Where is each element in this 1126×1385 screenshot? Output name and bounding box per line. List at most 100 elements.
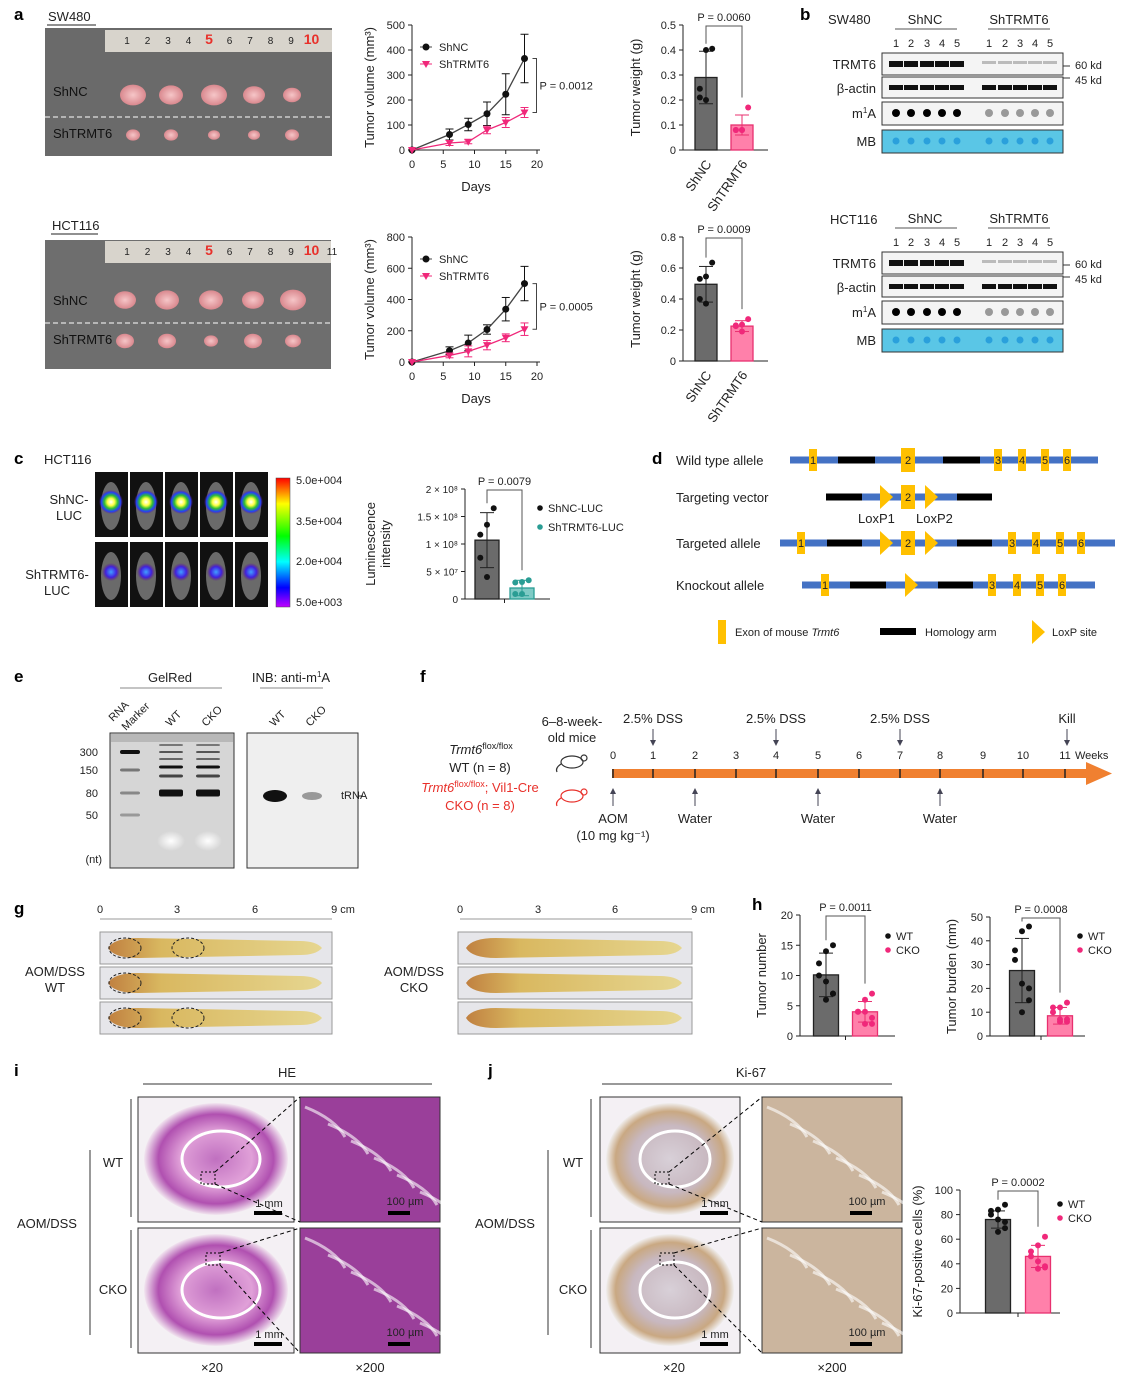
tumor-circle xyxy=(171,1007,205,1029)
y-tick-label: 100 xyxy=(935,1185,953,1197)
legend-marker xyxy=(1077,933,1083,939)
luminescence-signal xyxy=(134,490,158,514)
legend-label: WT xyxy=(1088,931,1105,943)
data-point xyxy=(512,579,519,586)
bioluminescence-images: HCT116 ShNC- LUC ShTRMT6- LUC 5.0e+004 3… xyxy=(25,452,342,609)
blot-band xyxy=(950,284,964,289)
panel-label-f: f xyxy=(420,667,426,686)
loxp1-label: LoxP1 xyxy=(858,511,895,526)
exon xyxy=(1018,449,1026,471)
luminescence-signal xyxy=(242,563,260,581)
row-label-m1a: m1A xyxy=(852,305,876,320)
dot-blot-spot xyxy=(892,137,900,145)
week-label: 1 xyxy=(650,750,656,762)
cko-trna-band xyxy=(302,792,322,800)
tumor-shnc xyxy=(120,84,146,106)
data-point xyxy=(696,296,703,302)
significance-bracket xyxy=(486,489,523,571)
data-point xyxy=(477,554,484,561)
rna-band xyxy=(196,744,220,746)
y-tick-label: 100 xyxy=(387,120,405,132)
luminescence-signal xyxy=(102,563,120,581)
y-axis-label: Luminescenceintensity xyxy=(363,502,393,586)
data-point xyxy=(816,960,822,967)
significance-bracket xyxy=(1021,917,1061,993)
wt-trna-band xyxy=(263,790,287,802)
data-point xyxy=(1026,923,1032,930)
blot-strip xyxy=(881,275,1064,298)
arrowhead xyxy=(937,788,943,794)
lane-number: 3 xyxy=(924,237,930,249)
group-shnc: ShNC xyxy=(908,12,943,27)
data-point xyxy=(1035,1242,1041,1249)
lane-number: 3 xyxy=(1017,38,1023,50)
row-label-shnc: ShNC xyxy=(53,293,88,308)
lane-wt: WT xyxy=(268,708,289,729)
tissue-section xyxy=(606,1234,734,1346)
arrowhead xyxy=(773,740,779,746)
tumor-shtrmt6 xyxy=(158,333,176,349)
legend-label: ShTRMT6 xyxy=(439,59,489,71)
gland-structure xyxy=(835,1156,878,1189)
marker-band xyxy=(120,768,140,772)
blot-band xyxy=(998,284,1012,289)
exon xyxy=(1077,532,1085,554)
gland-structure xyxy=(812,1270,855,1303)
data-point xyxy=(446,131,453,138)
tumor-shnc xyxy=(242,291,264,309)
homology-arm xyxy=(850,581,886,589)
ruler-number: 6 xyxy=(227,36,233,47)
dot-blot-spot xyxy=(953,137,961,145)
colon-specimen xyxy=(466,1008,682,1028)
data-point xyxy=(1026,985,1032,992)
ruler-number: 4 xyxy=(186,247,192,258)
row-label: MB xyxy=(857,333,877,348)
panel-c-title: HCT116 xyxy=(44,452,91,467)
arrowhead xyxy=(1064,740,1070,746)
homology-arm xyxy=(827,539,862,547)
gland-structure xyxy=(419,1321,462,1354)
high-magnification-image xyxy=(761,1096,903,1223)
lane-number: 2 xyxy=(908,237,914,249)
rna-band xyxy=(196,758,220,760)
week-label: 0 xyxy=(610,750,616,762)
rna-band xyxy=(159,758,183,760)
inset-box xyxy=(654,1171,670,1185)
category-label: ShNC xyxy=(682,157,714,194)
colon-specimen xyxy=(108,938,322,958)
x-tick-label: 20 xyxy=(531,159,543,171)
week-label: 9 xyxy=(980,750,986,762)
gland-structure xyxy=(812,1139,855,1172)
bottom-event-label: Water xyxy=(923,811,958,826)
y-tick-label: 30 xyxy=(971,960,983,972)
data-point xyxy=(1002,1218,1008,1225)
tumor-circle xyxy=(171,937,205,959)
gland-structure xyxy=(373,1287,416,1320)
category-label: ShNC xyxy=(682,368,714,405)
scale-bar-label: 100 µm xyxy=(849,1196,886,1208)
blot-band xyxy=(920,61,934,67)
y-tick-label: 0.2 xyxy=(661,95,676,107)
luminescence-signal xyxy=(239,490,263,514)
scale-bar-label: 100 µm xyxy=(387,1327,424,1339)
data-point xyxy=(520,326,529,334)
dot-blot-spot xyxy=(907,308,915,316)
exon xyxy=(1036,574,1044,596)
homology-arm xyxy=(957,493,992,501)
bar-WT xyxy=(812,974,840,1037)
y-axis-label: Tumor volume (mm³) xyxy=(362,239,377,360)
data-point xyxy=(1026,997,1032,1004)
sw480-title: SW480 xyxy=(48,9,91,24)
legend-label: ShTRMT6 xyxy=(439,271,489,283)
y-tick-label: 1.5 × 10⁸ xyxy=(417,513,458,524)
data-point xyxy=(483,127,491,134)
allele-diagram: Wild type allele Targeting vector Target… xyxy=(676,448,1115,644)
x-tick-label: 15 xyxy=(500,371,512,383)
high-magnification-image xyxy=(761,1227,903,1354)
y-tick-label: 0 xyxy=(452,595,458,606)
panel-title: HE xyxy=(278,1065,296,1080)
blot-strip xyxy=(881,101,1064,126)
gland-structure xyxy=(835,1287,878,1320)
